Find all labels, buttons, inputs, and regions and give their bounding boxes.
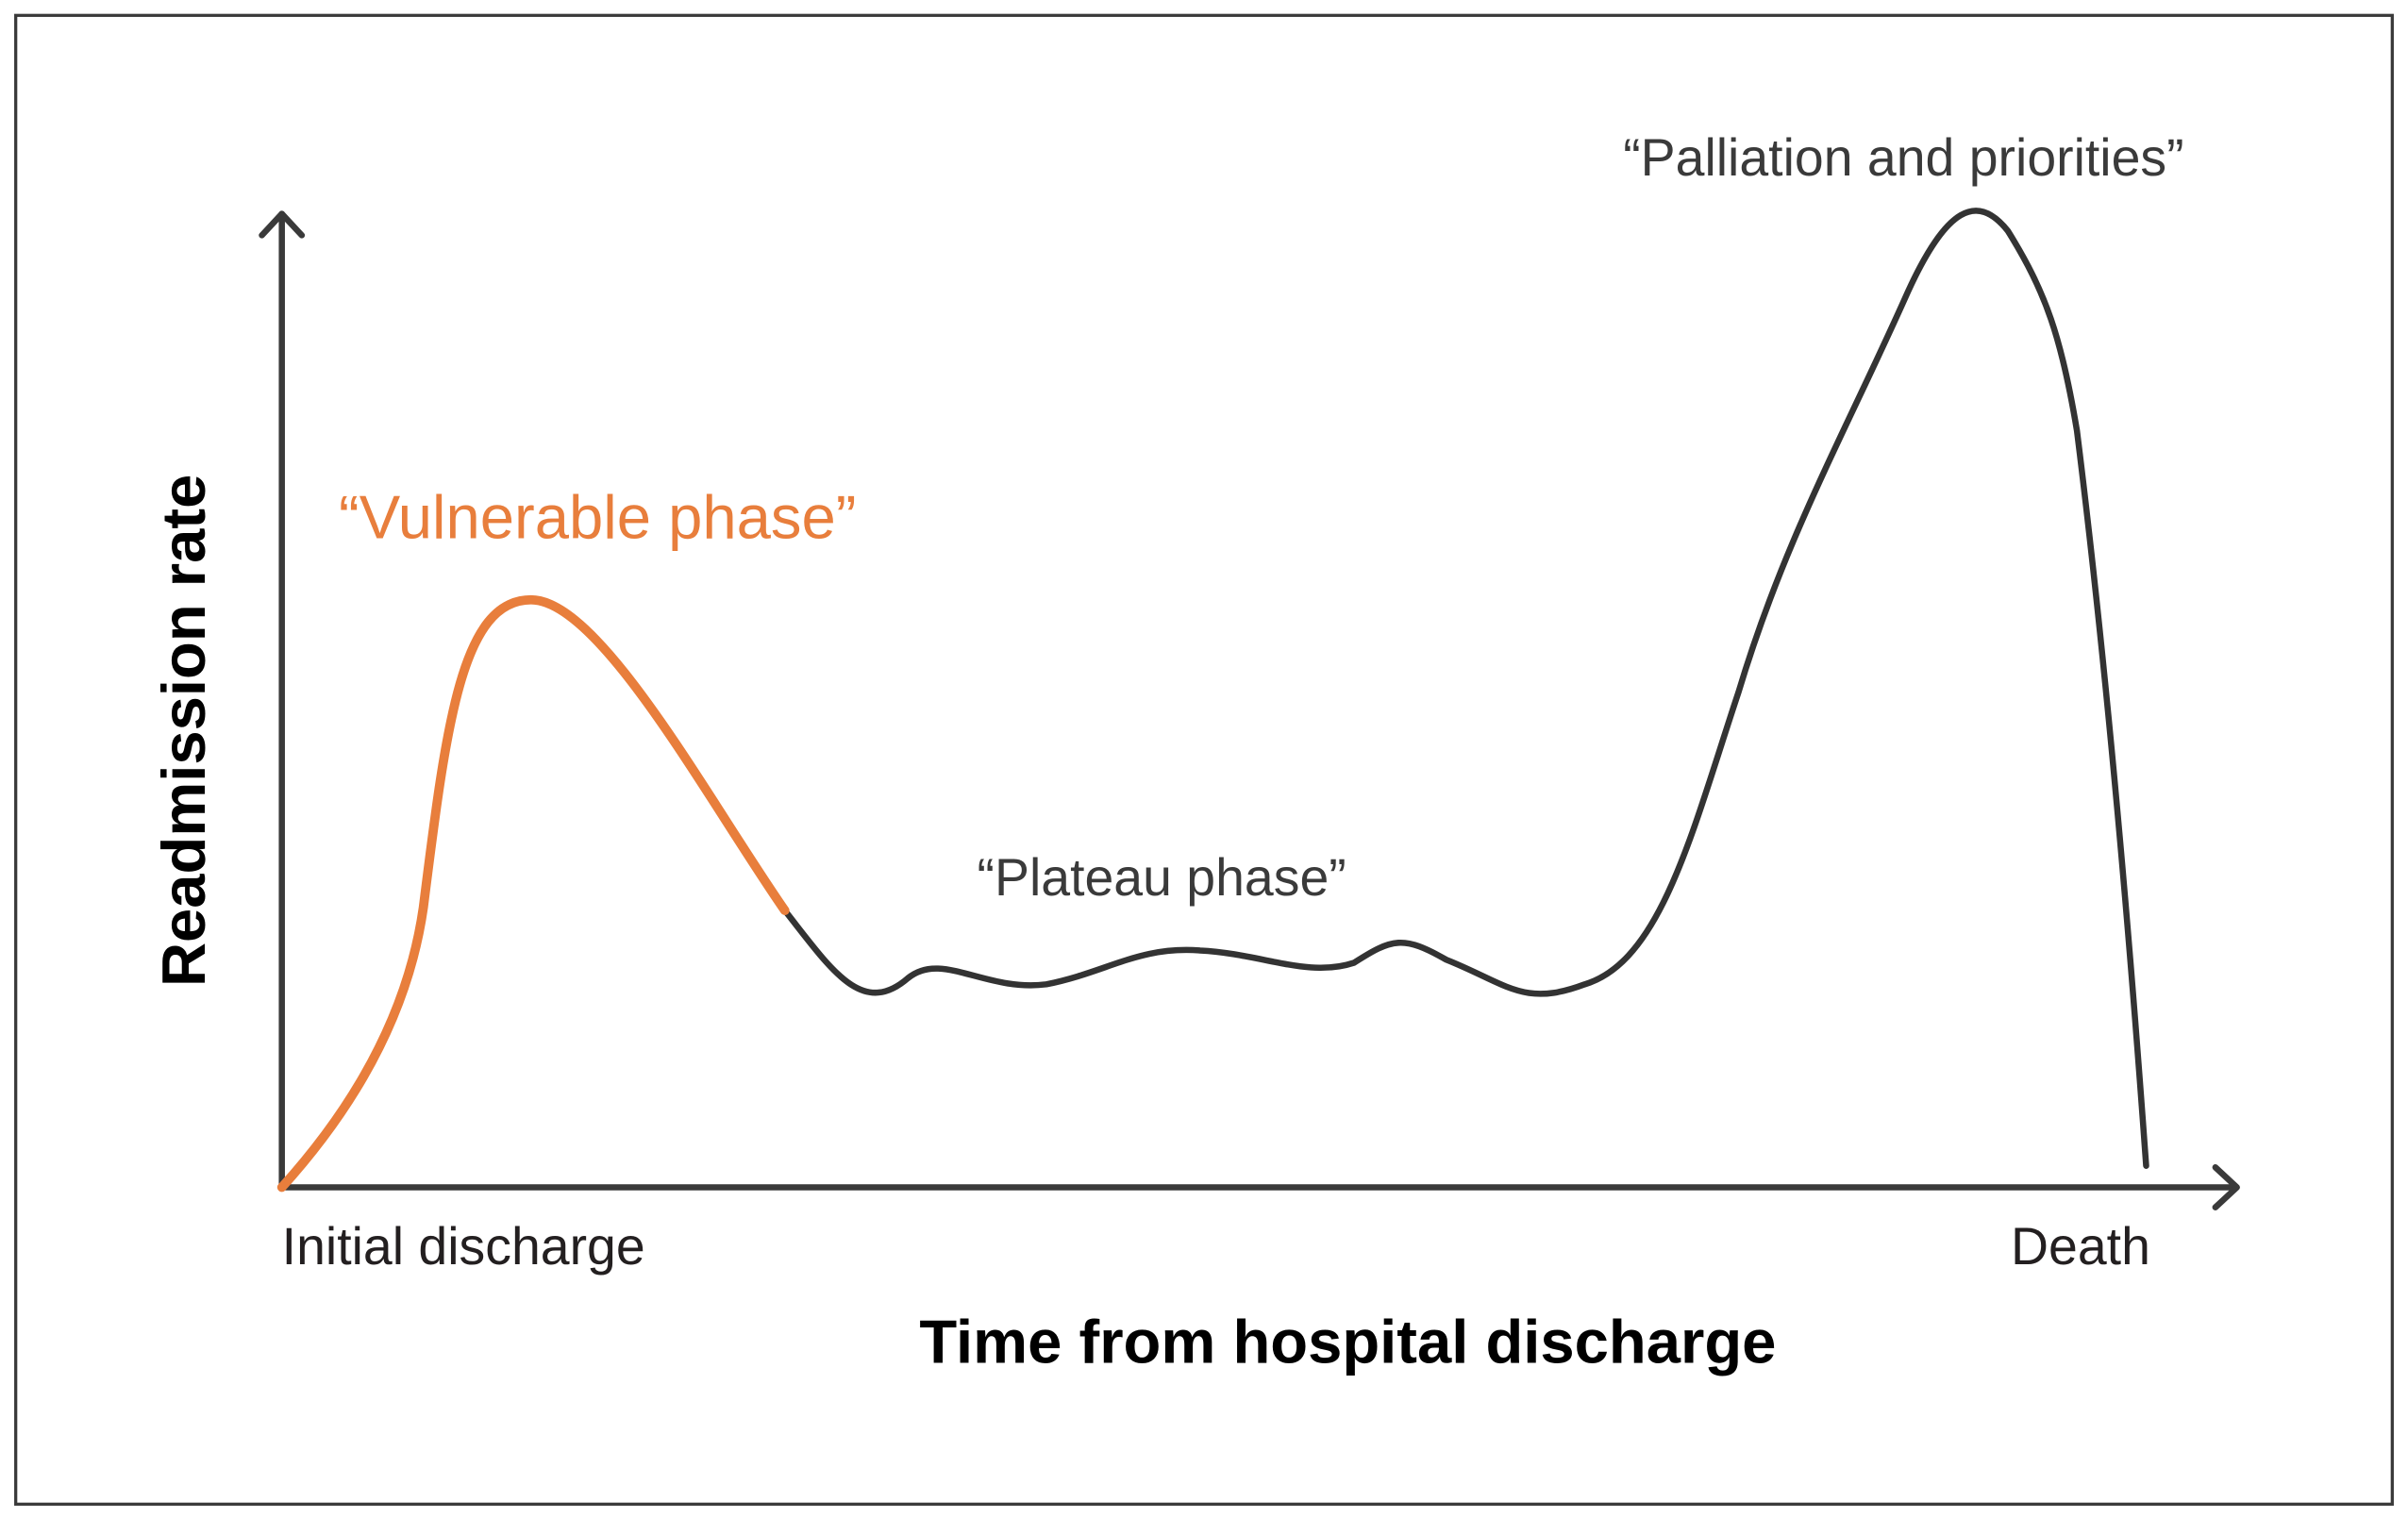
vulnerable-label: “Vulnerable phase” [339,483,856,552]
y-axis-label: Readmission rate [149,475,218,987]
curve-vulnerable [276,594,790,1193]
axes [259,210,2240,1210]
x-axis-arrow [2212,1164,2240,1210]
x-end-label: Death [2011,1217,2150,1276]
x-start-label: Initial discharge [282,1217,645,1276]
curve-plateau-palliation [781,208,2149,1169]
plateau-label: “Plateau phase” [978,848,1346,907]
frame [14,13,2394,1506]
y-axis-arrow [259,210,306,239]
palliation-label: “Palliation and priorities” [1623,128,2183,187]
x-axis-label: Time from hospital discharge [919,1307,1776,1376]
